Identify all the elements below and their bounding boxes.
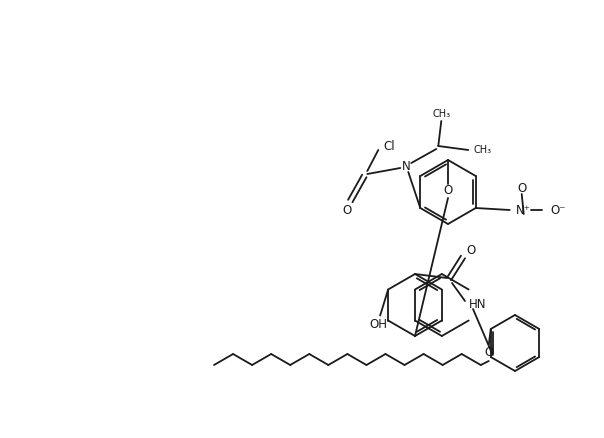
Text: OH: OH [369,318,387,331]
Text: O: O [443,184,452,198]
Text: N⁺: N⁺ [516,204,531,216]
Text: O: O [466,244,475,257]
Text: CH₃: CH₃ [432,109,451,119]
Text: Cl: Cl [384,139,395,152]
Text: O: O [517,181,526,194]
Text: N: N [402,159,411,173]
Text: CH₃: CH₃ [474,145,492,155]
Text: O: O [342,204,352,216]
Text: O⁻: O⁻ [551,204,566,216]
Text: HN: HN [469,299,486,311]
Text: O: O [484,346,493,360]
